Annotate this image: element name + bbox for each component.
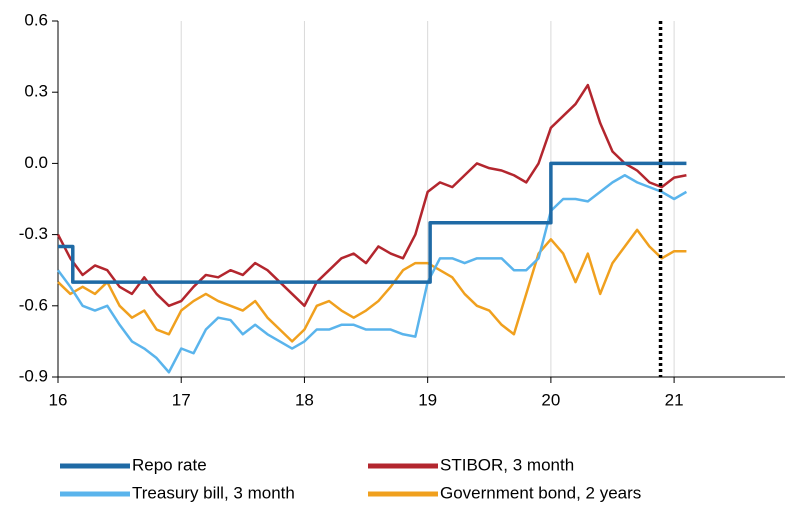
series-line — [56, 174, 688, 374]
y-tick-label: 0.0 — [24, 153, 48, 172]
series-line — [56, 83, 687, 308]
y-tick-label: -0.9 — [19, 366, 48, 385]
x-tick-label: 21 — [665, 390, 684, 409]
x-tick-label: 16 — [49, 390, 68, 409]
x-tick-label: 18 — [295, 390, 314, 409]
series-line — [58, 161, 687, 284]
x-tick-label: 20 — [541, 390, 560, 409]
y-tick-label: -0.6 — [19, 295, 48, 314]
legend-label: Government bond, 2 years — [440, 483, 641, 502]
legend-label: Treasury bill, 3 month — [132, 483, 295, 502]
series-line — [57, 228, 687, 343]
x-tick-label: 19 — [418, 390, 437, 409]
legend-label: Repo rate — [132, 455, 207, 474]
legend-label: STIBOR, 3 month — [440, 455, 574, 474]
y-tick-label: 0.3 — [24, 82, 48, 101]
x-tick-label: 17 — [172, 390, 191, 409]
y-tick-label: 0.6 — [24, 10, 48, 29]
y-tick-label: -0.3 — [19, 224, 48, 243]
